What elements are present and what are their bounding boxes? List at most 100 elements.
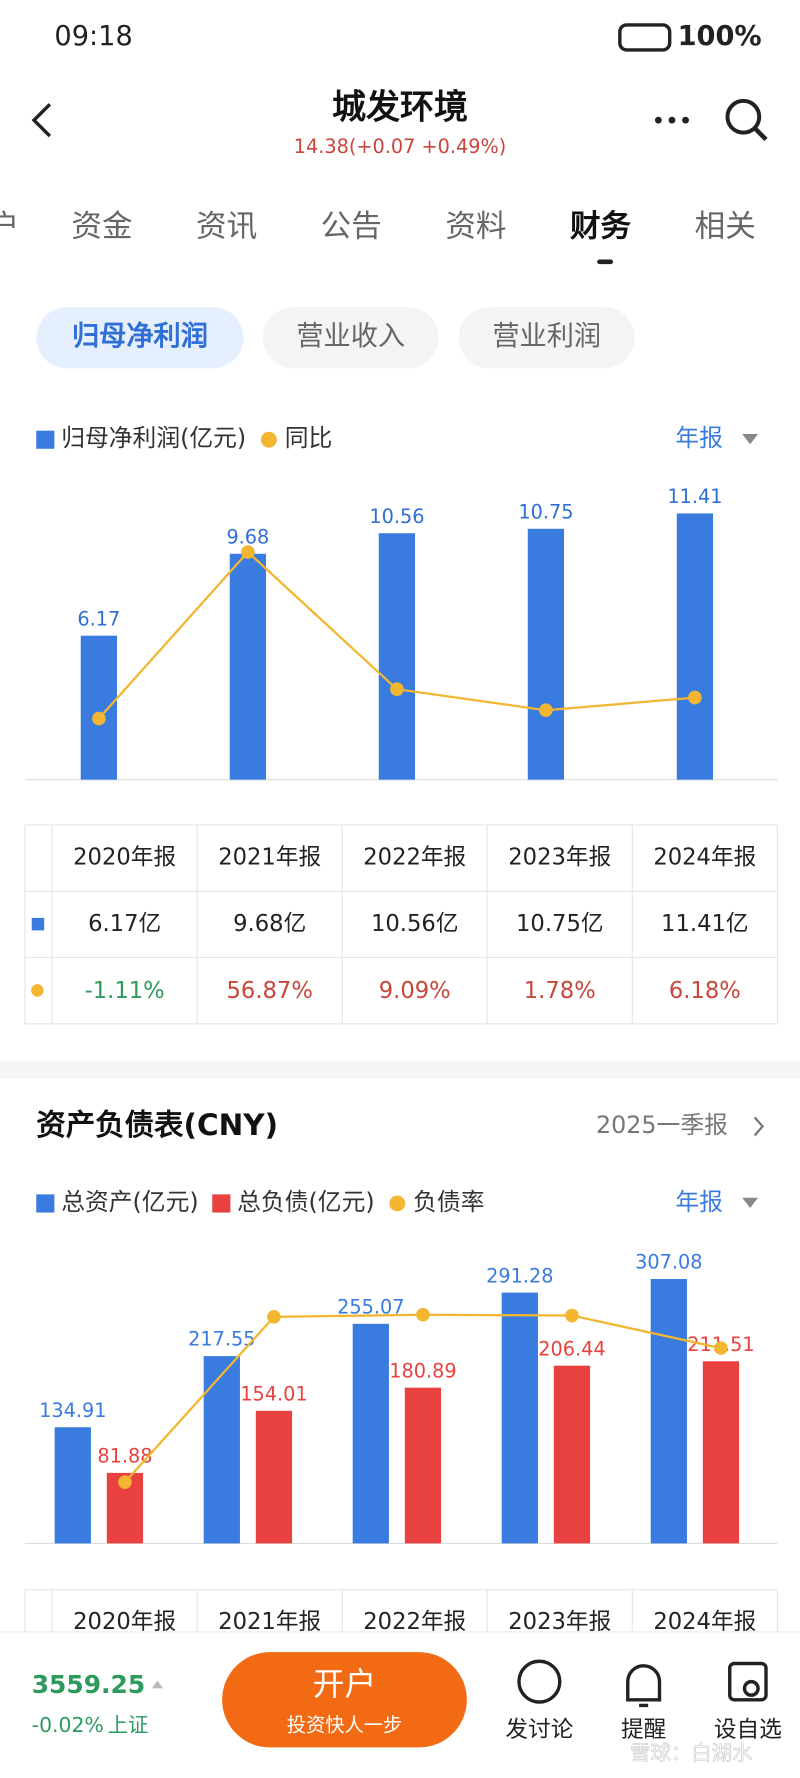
table-border [24, 824, 778, 1025]
period-select[interactable]: 年报 [675, 1188, 723, 1216]
bar [404, 1387, 442, 1544]
line-point [688, 690, 702, 705]
period-select[interactable]: 年报 [675, 424, 723, 452]
button-sub: 投资快人一步 [287, 1713, 403, 1736]
bar-value-label: 291.28 [486, 1264, 553, 1287]
bar [203, 1356, 240, 1544]
subtab-bg[interactable] [262, 307, 439, 369]
table-header: 2020年报 [73, 1609, 176, 1635]
dropdown-arrow [742, 434, 759, 445]
table-cell: 1.78% [524, 978, 596, 1004]
bar [54, 1427, 91, 1544]
search-icon[interactable] [725, 98, 768, 142]
bar [553, 1365, 591, 1544]
tab[interactable]: 财务 [570, 209, 632, 244]
legend-label: 归母净利润(亿元) [61, 424, 246, 452]
more-icon[interactable] [654, 116, 689, 124]
table-cell: 11.41亿 [661, 911, 749, 937]
tab[interactable]: 公告 [321, 209, 382, 244]
table-header: 2023年报 [508, 844, 611, 870]
row-swatch [31, 917, 45, 931]
stock-quote: 14.38(+0.07 +0.49%) [294, 135, 507, 158]
line-point [118, 1475, 132, 1489]
legend-label: 总负债(亿元) [237, 1188, 374, 1216]
section-title: 资产负债表(CNY) [36, 1108, 278, 1142]
tab[interactable]: 资金 [71, 209, 132, 244]
bar [80, 635, 117, 780]
table-header: 2021年报 [218, 1609, 321, 1635]
legend-label: 同比 [285, 424, 333, 452]
subtab: 归母净利润 [72, 320, 208, 352]
legend-swatch [36, 1194, 55, 1213]
tab[interactable]: 相关 [695, 209, 756, 244]
table-cell: 10.75亿 [516, 911, 604, 937]
bar-value-label: 154.01 [240, 1382, 307, 1405]
table-cell: 56.87% [226, 978, 312, 1004]
action-label[interactable]: 设自选 [714, 1717, 782, 1743]
chevron [753, 1116, 765, 1137]
line-point [92, 711, 106, 726]
action-label[interactable]: 发讨论 [505, 1717, 573, 1743]
subtab: 营业收入 [296, 321, 405, 352]
action-label[interactable]: 提醒 [621, 1717, 666, 1743]
bar-value-label: 217.55 [188, 1328, 255, 1351]
subtab-bg[interactable] [36, 307, 244, 369]
bar-value-label: 134.91 [39, 1399, 106, 1422]
bar [352, 1323, 389, 1544]
watermark: 雪球：白湖水 [630, 1741, 752, 1765]
bar-value-label: 6.17 [77, 607, 120, 630]
subtab-bg[interactable] [458, 307, 635, 369]
open-account-button[interactable] [222, 1652, 467, 1748]
legend-swatch [389, 1195, 406, 1212]
index-name: 上证 [108, 1713, 149, 1737]
table-header: 2023年报 [508, 1609, 611, 1635]
latest-report[interactable]: 2025一季报 [596, 1111, 728, 1139]
tab[interactable]: 户 [0, 209, 19, 244]
line-point [565, 1308, 579, 1323]
legend-label: 总资产(亿元) [61, 1188, 198, 1216]
line-point [416, 1307, 430, 1322]
bar-value-label: 11.41 [667, 485, 722, 508]
bar [702, 1361, 740, 1544]
table-header: 2022年报 [363, 1609, 466, 1635]
index-change: -0.02% [32, 1713, 104, 1737]
tab[interactable]: 资料 [445, 209, 506, 244]
legend-swatch [212, 1194, 231, 1213]
legend-swatch [36, 430, 55, 449]
table-cell: 10.56亿 [371, 911, 459, 937]
subtab: 营业利润 [492, 321, 601, 352]
table-cell: 6.17亿 [88, 911, 161, 937]
bar-value-label: 81.88 [97, 1445, 152, 1468]
table-header: 2024年报 [653, 844, 756, 870]
tab[interactable]: 资讯 [196, 209, 257, 244]
line-point [390, 682, 404, 697]
bar-value-label: 206.44 [538, 1337, 605, 1360]
table-cell: 9.09% [379, 978, 451, 1004]
back-icon[interactable] [31, 103, 52, 138]
dropdown-arrow [742, 1197, 759, 1208]
tab-indicator [597, 259, 614, 265]
bar-value-label: 10.75 [518, 500, 573, 523]
bar [255, 1410, 293, 1544]
bar [676, 513, 714, 780]
button-label: 开户 [313, 1667, 376, 1703]
row-swatch [31, 984, 44, 997]
bar [501, 1292, 538, 1544]
table-cell: 6.18% [669, 978, 741, 1004]
legend-label: 负债率 [413, 1188, 484, 1216]
battery-icon [618, 23, 672, 52]
action-icons [517, 1659, 768, 1708]
line-point [267, 1310, 281, 1324]
table-cell: -1.11% [85, 978, 165, 1004]
table-header: 2021年报 [218, 844, 321, 870]
bar-value-label: 307.08 [635, 1251, 702, 1274]
bar [527, 528, 565, 780]
bar-value-label: 10.56 [369, 505, 424, 528]
bar [378, 533, 416, 780]
up-arrow [151, 1680, 164, 1689]
time: 09:18 [54, 21, 132, 52]
table-header: 2022年报 [363, 844, 466, 870]
battery: 100% [678, 21, 762, 52]
